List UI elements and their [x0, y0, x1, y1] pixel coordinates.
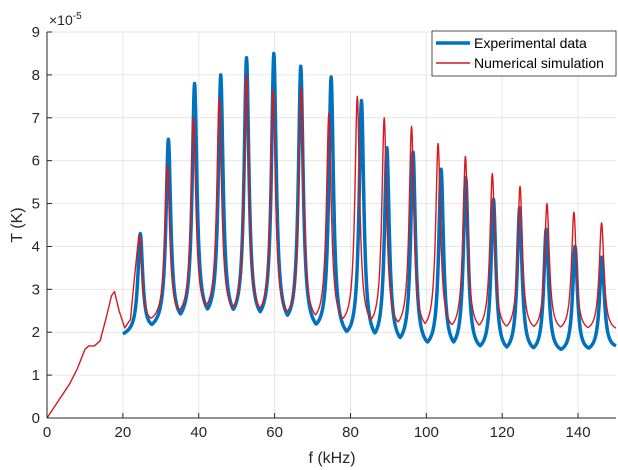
- y-exponent-power: -5: [73, 11, 82, 22]
- y-tick-label: 2: [32, 324, 40, 341]
- series-simulation-line: [46, 74, 617, 419]
- x-tick-label: 100: [414, 424, 439, 441]
- x-tick-label: 40: [190, 424, 207, 441]
- x-ticks: 0 20 40 60 80 100 120 140: [43, 413, 591, 441]
- y-tick-label: 5: [32, 196, 40, 213]
- plot-area: [46, 51, 618, 419]
- legend-box: [431, 30, 617, 77]
- y-ticks: 0 1 2 3 4 5 6 7 8 9: [32, 24, 52, 427]
- x-tick-label: 60: [266, 424, 283, 441]
- x-tick-label: 80: [342, 424, 359, 441]
- x-tick-label: 140: [566, 424, 591, 441]
- axes: [46, 32, 616, 419]
- legend-label-experimental: Experimental data: [474, 35, 587, 51]
- y-axis-label: T (K): [9, 207, 26, 242]
- y-tick-label: 7: [32, 110, 40, 127]
- y-tick-label: 4: [32, 238, 40, 255]
- x-tick-label: 0: [43, 424, 51, 441]
- y-tick-label: 0: [32, 410, 40, 427]
- y-exponent-base: ×10: [49, 12, 73, 28]
- y-tick-label: 3: [32, 281, 40, 298]
- x-axis-label: f (kHz): [308, 450, 355, 467]
- x-tick-label: 120: [490, 424, 515, 441]
- y-tick-label: 1: [32, 367, 40, 384]
- y-tick-label: 9: [32, 24, 40, 41]
- x-tick-label: 20: [115, 424, 132, 441]
- y-exponent: ×10-5: [49, 11, 82, 28]
- y-tick-label: 8: [32, 67, 40, 84]
- y-tick-label: 6: [32, 153, 40, 170]
- legend-label-simulation: Numerical simulation: [474, 55, 604, 71]
- legend: Experimental data Numerical simulation: [431, 30, 617, 77]
